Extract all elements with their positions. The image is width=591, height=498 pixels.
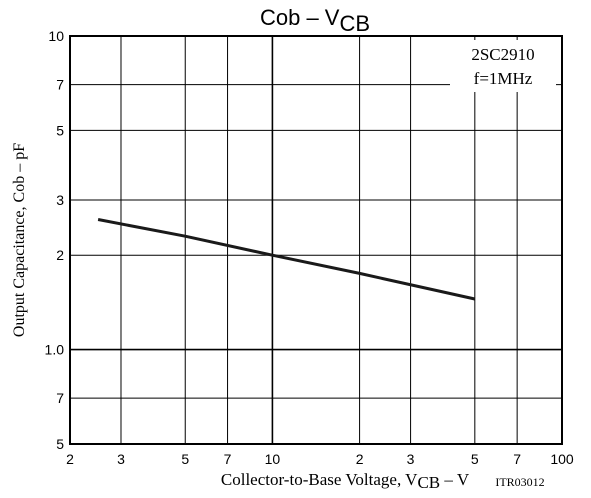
y-tick-label: 3 xyxy=(56,192,64,208)
x-axis-label-unit: – V xyxy=(440,470,470,489)
chart-title-subscript: CB xyxy=(339,11,370,36)
plot-frame xyxy=(69,35,563,445)
x-tick-label: 10 xyxy=(265,451,281,467)
annotation-device: 2SC2910 xyxy=(471,45,534,64)
x-tick-label: 2 xyxy=(356,451,364,467)
x-tick-label: 7 xyxy=(224,451,232,467)
y-axis-label: Output Capacitance, Cob – pF xyxy=(11,143,28,337)
series-layer xyxy=(97,218,476,301)
y-tick-label: 7 xyxy=(56,77,64,93)
x-tick-label: 3 xyxy=(407,451,415,467)
series-line xyxy=(97,218,476,301)
y-tick-label: 5 xyxy=(56,122,64,138)
y-tick-label: 2 xyxy=(56,247,64,263)
x-tick-label: 3 xyxy=(117,451,125,467)
x-tick-label: 2 xyxy=(66,451,74,467)
x-tick-label: 5 xyxy=(471,451,479,467)
y-tick-label: 1.0 xyxy=(45,342,65,358)
annotation-box xyxy=(450,40,556,92)
y-tick-label: 10 xyxy=(48,28,64,44)
x-axis-label-main: Collector-to-Base Voltage, V xyxy=(221,470,418,489)
chart-title: Cob – VCB xyxy=(260,5,370,36)
x-tick-labels: 2 3 5 7 10 2 3 5 7 100 xyxy=(66,451,574,467)
x-tick-label: 100 xyxy=(550,451,574,467)
x-axis-label: Collector-to-Base Voltage, VCB – V xyxy=(221,470,470,492)
grid xyxy=(70,36,562,444)
x-tick-label: 7 xyxy=(513,451,521,467)
x-axis-label-subscript: CB xyxy=(417,473,440,492)
y-tick-label: 5 xyxy=(56,436,64,452)
chart-title-main: Cob – V xyxy=(260,5,340,30)
x-tick-label: 5 xyxy=(181,451,189,467)
annotation-frequency: f=1MHz xyxy=(474,69,533,88)
figure-id: ITR03012 xyxy=(495,475,544,489)
y-tick-labels: 5 7 1.0 2 3 5 7 10 xyxy=(45,28,65,452)
y-tick-label: 7 xyxy=(56,390,64,406)
